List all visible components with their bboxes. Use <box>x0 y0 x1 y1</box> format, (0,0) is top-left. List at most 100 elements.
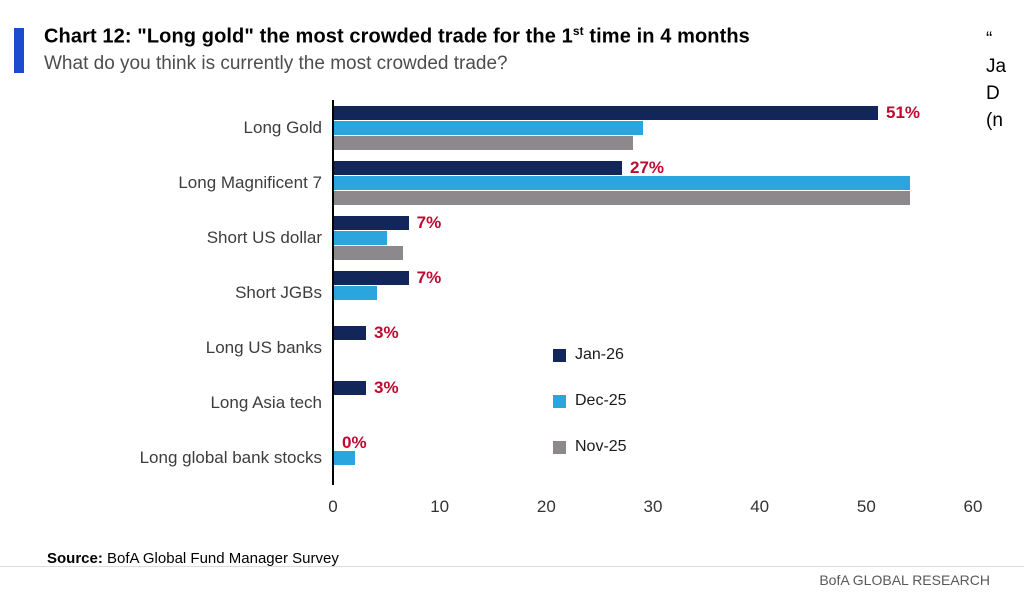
value-label: 7% <box>416 213 442 232</box>
cutoff-text-line: D <box>986 83 1000 104</box>
value-label: 51% <box>886 103 921 122</box>
value-label: 3% <box>374 323 399 342</box>
chart-title-prefix: Chart 12: "Long gold" the most crowded t… <box>44 25 573 48</box>
chart-row: Short US dollar 7% <box>42 210 974 265</box>
bar-dec-25 <box>334 450 356 465</box>
bar-dec-25 <box>334 120 644 135</box>
x-axis-tick-label: 30 <box>643 497 663 516</box>
bar-line: 3% <box>334 323 972 342</box>
x-axis-tick-label: 20 <box>536 497 556 516</box>
bar-line <box>334 230 972 245</box>
bar-line: 3% <box>334 378 972 397</box>
bar-line: 51% <box>334 103 972 122</box>
category-label: Long Gold <box>243 117 322 137</box>
x-axis-tick-label: 10 <box>430 497 450 516</box>
footer-divider <box>0 566 1024 567</box>
chart-title: Chart 12: "Long gold" the most crowded t… <box>44 24 964 49</box>
value-label: 7% <box>416 268 442 287</box>
bar-line: 0% <box>334 433 972 452</box>
legend-item-nov-25: Nov-25 <box>553 438 627 456</box>
legend-swatch <box>553 440 566 454</box>
bar-line <box>334 285 972 300</box>
legend-label: Jan-26 <box>575 346 624 363</box>
legend-label: Nov-25 <box>575 438 627 455</box>
bar-nov-25 <box>334 190 910 205</box>
bar-line: 27% <box>334 158 972 177</box>
bar-line <box>334 135 972 150</box>
legend-swatch <box>553 394 566 408</box>
source-note: Source: BofA Global Fund Manager Survey <box>47 550 339 567</box>
bar-group: 3% <box>332 320 972 375</box>
legend-swatch <box>553 348 566 362</box>
chart-row: Long global bank stocks 0% <box>42 430 974 485</box>
value-label: 0% <box>342 433 367 452</box>
legend-item-jan-26: Jan-26 <box>553 346 627 364</box>
value-label: 27% <box>630 158 665 177</box>
bar-line <box>334 245 972 260</box>
value-label: 3% <box>374 378 399 397</box>
bar-line <box>334 450 972 465</box>
bar-dec-25 <box>334 175 910 190</box>
legend-label: Dec-25 <box>575 392 627 409</box>
chart-row: Long Gold 51% <box>42 100 974 155</box>
title-accent-bar <box>14 28 24 73</box>
bar-jan-26 <box>334 215 409 230</box>
chart-title-suffix: time in 4 months <box>583 25 750 48</box>
bar-dec-25 <box>334 285 377 300</box>
bar-jan-26 <box>334 105 878 120</box>
bar-line: 7% <box>334 268 972 287</box>
category-label: Long Magnificent 7 <box>178 172 322 192</box>
bar-line <box>334 355 972 370</box>
x-axis-tick-label: 0 <box>328 497 338 516</box>
chart-row: Short JGBs 7% <box>42 265 974 320</box>
bar-group: 0% <box>332 430 972 485</box>
bar-group: 7% <box>332 210 972 265</box>
bar-group: 7% <box>332 265 972 320</box>
bar-jan-26 <box>334 325 366 340</box>
chart-row: Long Magnificent 7 27% <box>42 155 974 210</box>
legend-item-dec-25: Dec-25 <box>553 392 627 410</box>
source-text: BofA Global Fund Manager Survey <box>102 550 339 567</box>
category-label: Long global bank stocks <box>139 447 322 467</box>
bar-line <box>334 120 972 135</box>
bar-line <box>334 300 972 315</box>
brand-text: BofA GLOBAL RESEARCH <box>819 572 990 588</box>
bar-line <box>334 340 972 355</box>
bar-nov-25 <box>334 245 404 260</box>
bar-group: 51% <box>332 100 972 155</box>
category-label: Short JGBs <box>235 282 322 302</box>
chart-subtitle: What do you think is currently the most … <box>44 52 508 74</box>
chart-row: Long US banks 3% <box>42 320 974 375</box>
bar-nov-25 <box>334 135 633 150</box>
chart-row: Long Asia tech 3% <box>42 375 974 430</box>
bar-group: 27% <box>332 155 972 210</box>
x-axis-tick-label: 40 <box>750 497 770 516</box>
cutoff-text-line: Ja <box>986 56 1007 77</box>
chart-rows: Long Gold 51% Long Magnificent 7 27% Short U… <box>42 100 974 485</box>
category-label: Long Asia tech <box>210 392 322 412</box>
bar-line <box>334 175 972 190</box>
bar-jan-26 <box>334 380 366 395</box>
bar-line <box>334 410 972 425</box>
bar-line <box>334 190 972 205</box>
bar-jan-26 <box>334 270 409 285</box>
chart-header: Chart 12: "Long gold" the most crowded t… <box>44 24 964 75</box>
bar-chart: Long Gold 51% Long Magnificent 7 27% Short U… <box>42 100 982 521</box>
x-axis-tick-label: 50 <box>856 497 876 516</box>
bar-line: 7% <box>334 213 972 232</box>
bar-jan-26 <box>334 160 622 175</box>
x-axis: 0 10 20 30 40 50 60 <box>328 497 982 521</box>
cutoff-text-line: (n <box>986 110 1003 131</box>
x-axis-tick-label: 60 <box>963 497 983 516</box>
bar-dec-25 <box>334 230 388 245</box>
bar-group: 3% <box>332 375 972 430</box>
category-label: Long US banks <box>205 337 322 357</box>
bar-line <box>334 465 972 480</box>
cutoff-text-column: “ Ja D (n <box>986 26 1024 134</box>
chart-legend: Jan-26 Dec-25 Nov-25 <box>553 346 627 484</box>
chart-title-superscript: st <box>572 24 584 38</box>
bar-line <box>334 395 972 410</box>
source-label: Source: <box>47 550 103 567</box>
cutoff-text-line: “ <box>986 29 993 50</box>
